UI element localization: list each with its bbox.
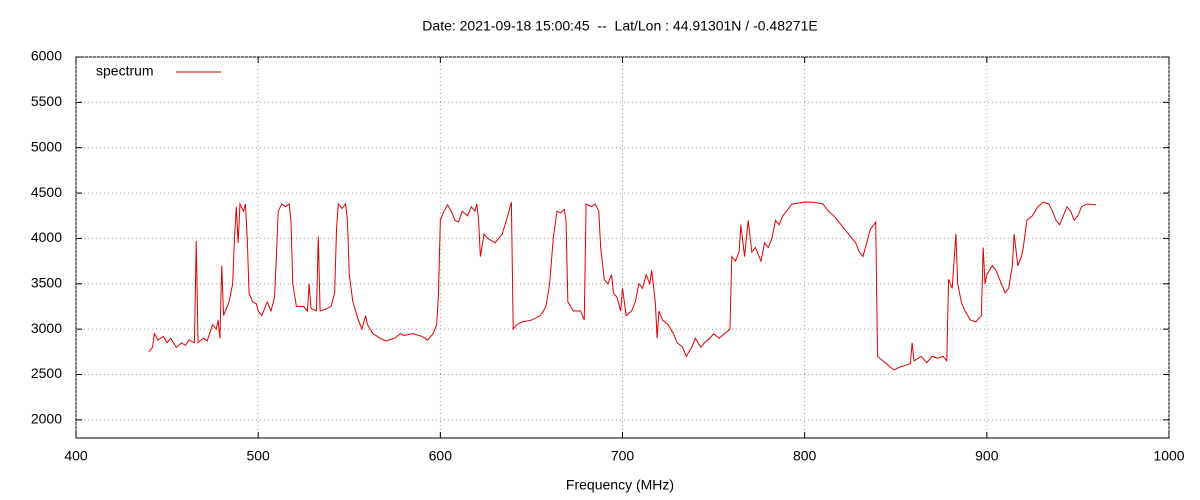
y-tick-label: 6000 xyxy=(31,48,62,64)
y-tick-label: 4000 xyxy=(31,229,62,245)
y-tick-label: 4500 xyxy=(31,184,62,200)
x-tick-label: 600 xyxy=(429,448,453,464)
plot-frame xyxy=(75,56,1170,439)
y-tick-label: 5000 xyxy=(31,138,62,154)
x-axis-label: Frequency (MHz) xyxy=(566,477,674,493)
x-tick-label: 800 xyxy=(793,448,817,464)
y-tick-label: 3000 xyxy=(31,320,62,336)
y-tick-label: 3500 xyxy=(31,274,62,290)
y-tick-label: 2500 xyxy=(31,365,62,381)
x-tick-label: 400 xyxy=(64,448,88,464)
x-tick-label: 900 xyxy=(975,448,999,464)
x-tick-label: 700 xyxy=(611,448,635,464)
y-tick-label: 5500 xyxy=(31,93,62,109)
legend-label: spectrum xyxy=(96,63,154,79)
y-tick-label: 2000 xyxy=(31,411,62,427)
x-tick-label: 500 xyxy=(246,448,270,464)
data-line xyxy=(148,201,1097,371)
chart-title: Date: 2021-09-18 15:00:45 -- Lat/Lon : 4… xyxy=(422,18,817,34)
x-tick-label: 1000 xyxy=(1153,448,1184,464)
